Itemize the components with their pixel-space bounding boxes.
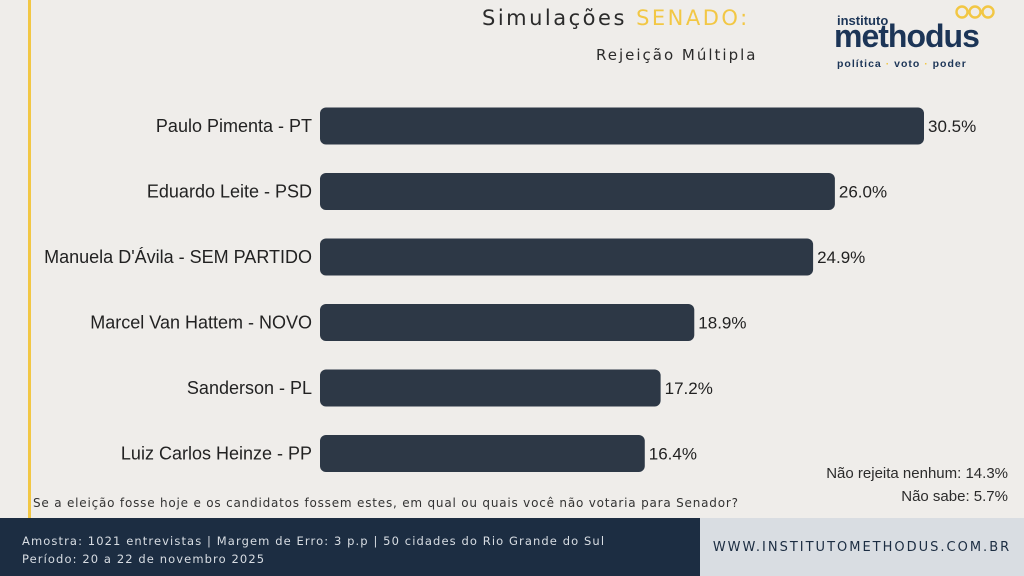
rejection-bar-chart: Paulo Pimenta - PT 30.5% Eduardo Leite - P… bbox=[44, 107, 976, 472]
value-label: 18.9% bbox=[698, 314, 746, 333]
chart-title: Simulações SENADO: bbox=[482, 6, 750, 30]
logo-small-text: instituto bbox=[837, 13, 889, 28]
value-label: 26.0% bbox=[839, 183, 887, 202]
logo-tagline: política · voto · poder bbox=[837, 58, 967, 70]
methodus-logo: instituto methodus política · voto · pod… bbox=[834, 5, 1006, 72]
bar bbox=[320, 107, 924, 145]
category-label: Marcel Van Hattem - NOVO bbox=[90, 313, 312, 333]
footer-period-line: Período: 20 a 22 de novembro 2025 bbox=[22, 552, 266, 566]
accent-line bbox=[28, 0, 31, 518]
logo-rings-icon bbox=[955, 5, 995, 19]
title-main: Simulações bbox=[482, 6, 637, 30]
bar bbox=[320, 369, 661, 407]
logo-sep-2: · bbox=[924, 58, 929, 70]
footer-methodology: Amostra: 1021 entrevistas | Margem de Er… bbox=[0, 518, 700, 576]
bar bbox=[320, 173, 835, 210]
survey-question: Se a eleição fosse hoje e os candidatos … bbox=[33, 496, 739, 510]
logo-sep-1: · bbox=[885, 58, 891, 70]
bar bbox=[320, 304, 695, 341]
logo-tag-3: poder bbox=[932, 58, 967, 70]
value-label: 24.9% bbox=[817, 248, 865, 267]
footer-website[interactable]: WWW.INSTITUTOMETHODUS.COM.BR bbox=[700, 518, 1024, 576]
category-label: Eduardo Leite - PSD bbox=[147, 182, 312, 202]
chart-subtitle: Rejeição Múltipla bbox=[596, 46, 758, 64]
bar bbox=[320, 238, 814, 276]
category-label: Sanderson - PL bbox=[187, 378, 312, 398]
nao-sabe-text: Não sabe: 5.7% bbox=[901, 488, 1008, 505]
nao-rejeita-text: Não rejeita nenhum: 14.3% bbox=[826, 465, 1008, 482]
logo-tag-2: voto bbox=[894, 58, 921, 70]
value-label: 30.5% bbox=[928, 117, 976, 136]
logo-tag-1: política bbox=[837, 58, 882, 70]
value-label: 16.4% bbox=[649, 445, 697, 464]
value-label: 17.2% bbox=[665, 379, 713, 398]
category-label: Luiz Carlos Heinze - PP bbox=[121, 444, 312, 464]
bar bbox=[320, 435, 645, 472]
extra-stats: Não rejeita nenhum: 14.3% Não sabe: 5.7% bbox=[826, 462, 1008, 508]
category-label: Manuela D'Ávila - SEM PARTIDO bbox=[44, 247, 312, 267]
title-highlight: SENADO: bbox=[636, 6, 750, 30]
footer-sample-line: Amostra: 1021 entrevistas | Margem de Er… bbox=[22, 534, 606, 548]
logo-big-text: methodus bbox=[834, 18, 980, 54]
category-label: Paulo Pimenta - PT bbox=[156, 116, 312, 136]
